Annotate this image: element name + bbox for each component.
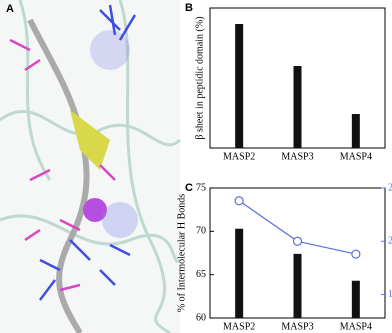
y2-tick-label: 150 — [388, 289, 392, 300]
x-tick-label: MASP2 — [223, 151, 255, 162]
bar — [293, 253, 302, 318]
bar — [293, 66, 302, 148]
bar — [351, 114, 360, 148]
line — [238, 200, 356, 255]
y-tick-label: 70 — [196, 226, 206, 237]
x-tick-label: MASP2 — [223, 321, 255, 332]
panel-label: B — [185, 2, 193, 14]
x-tick-label: MASP4 — [340, 151, 372, 162]
x-tick-label: MASP3 — [281, 151, 313, 162]
bar — [235, 24, 244, 148]
panel-label: C — [185, 182, 193, 194]
panel-label: A — [6, 3, 14, 15]
y2-tick-label: 200 — [388, 236, 392, 247]
y-tick-label: 75 — [196, 182, 206, 193]
y-tick-label: 65 — [196, 269, 206, 280]
line-marker — [234, 196, 244, 206]
y2-tick-label: 250 — [388, 182, 392, 193]
bar — [235, 228, 244, 318]
molecular-image: A — [0, 0, 182, 333]
x-tick-label: MASP3 — [281, 321, 313, 332]
x-tick-label: MASP4 — [340, 321, 372, 332]
y-axis-label: β sheet in peptidic domain (%) — [194, 16, 205, 139]
y-axis-label: % of Intermolecular H Bonds — [176, 194, 187, 312]
line-marker — [351, 249, 361, 259]
line-marker — [292, 236, 303, 246]
y-tick-label: 60 — [196, 312, 206, 323]
bar — [351, 280, 360, 318]
